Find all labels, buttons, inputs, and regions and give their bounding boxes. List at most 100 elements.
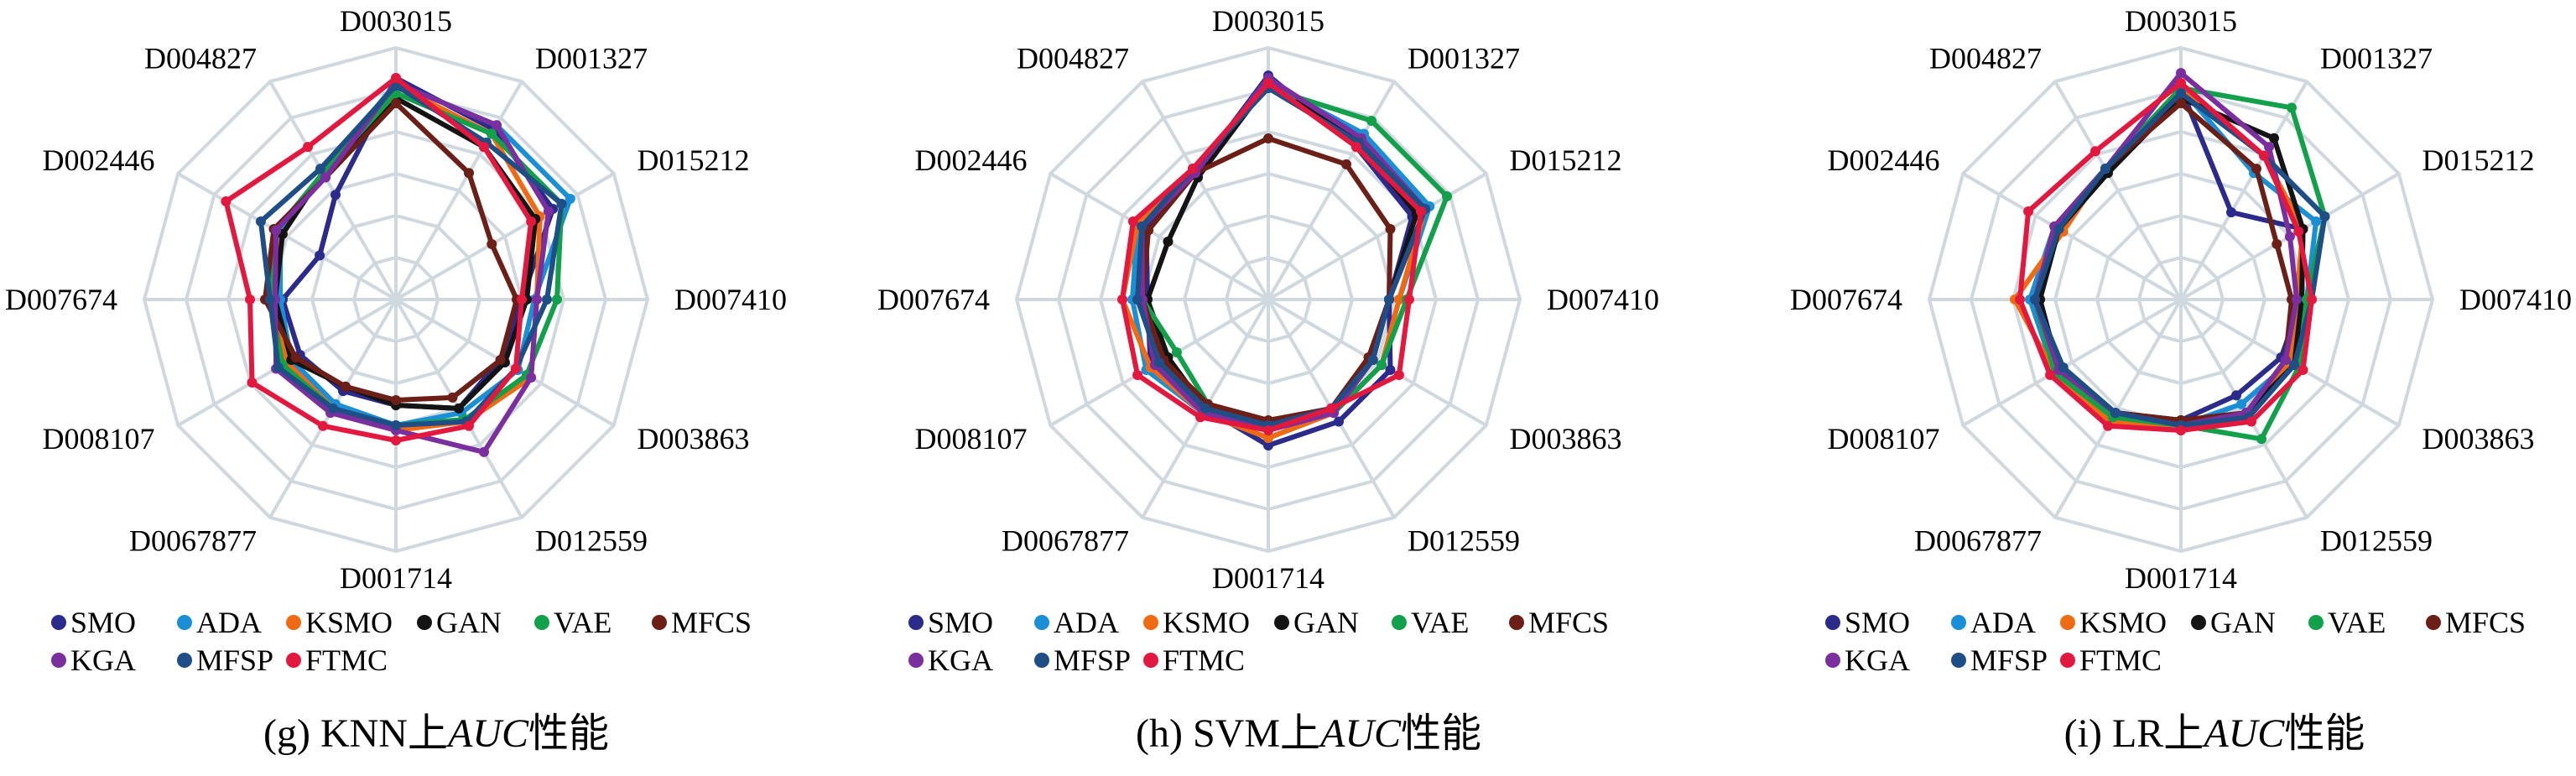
category-label: D004827 xyxy=(1017,42,1129,76)
category-label: D003015 xyxy=(1212,4,1324,38)
data-point-MFCS xyxy=(1385,224,1396,234)
data-point-FTMC xyxy=(1127,216,1138,227)
data-point-VAE xyxy=(487,128,497,139)
grid-spoke xyxy=(1049,172,1270,301)
data-point-FTMC xyxy=(2045,370,2056,380)
data-point-FTMC xyxy=(247,378,258,388)
data-point-FTMC xyxy=(1351,142,1361,153)
data-point-KGA xyxy=(271,225,282,236)
grid-spoke xyxy=(394,172,615,301)
data-point-FTMC xyxy=(1263,425,1273,435)
data-point-MFCS xyxy=(2176,98,2186,108)
caption-part: (i) LR上 xyxy=(2064,711,2204,756)
data-point-FTMC xyxy=(2293,227,2304,237)
data-point-FTMC xyxy=(2176,78,2186,88)
legend-label-KGA: KGA xyxy=(928,643,993,677)
data-point-MFSP xyxy=(2176,88,2186,98)
data-point-FTMC xyxy=(2015,294,2025,305)
data-point-FTMC xyxy=(1195,412,1205,423)
data-point-KGA xyxy=(320,172,330,183)
category-label: D008107 xyxy=(915,422,1028,456)
legend-marker-GAN xyxy=(417,615,432,630)
legend-marker-MFCS xyxy=(652,615,667,630)
legend-marker-VAE xyxy=(2308,615,2324,630)
data-point-FTMC xyxy=(1117,294,1127,305)
legend-label-FTMC: FTMC xyxy=(1163,643,1245,677)
data-point-MFSP xyxy=(265,294,275,305)
data-point-MFSP xyxy=(1367,355,1378,365)
data-point-FTMC xyxy=(1404,294,1414,305)
data-point-MFSP xyxy=(1384,294,1394,305)
data-point-GAN xyxy=(1163,237,1174,247)
category-label: D015212 xyxy=(1510,143,1622,177)
radar-chart-2: D003015 D001327 D015212 D007410 D003863 D0125… xyxy=(1790,4,2572,756)
data-point-MFCS xyxy=(391,395,401,405)
legend-label-MFSP: MFSP xyxy=(196,643,273,677)
data-point-MFCS xyxy=(487,239,497,249)
grid-spoke xyxy=(1267,298,1487,427)
data-point-FTMC xyxy=(479,142,489,153)
chart-caption: (i) LR上AUC性能 xyxy=(2064,711,2365,756)
data-point-FTMC xyxy=(510,363,521,374)
category-label: D012559 xyxy=(535,524,648,558)
grid-spoke xyxy=(2053,298,2183,518)
data-point-VAE xyxy=(2256,434,2266,445)
data-point-KGA xyxy=(543,206,554,216)
data-point-KGA xyxy=(492,120,502,131)
grid-spoke xyxy=(2179,298,2308,518)
legend-marker-SMO xyxy=(51,615,66,630)
series-line-KGA xyxy=(2032,70,2299,428)
data-point-MFSP xyxy=(1154,357,1165,367)
legend-marker-GAN xyxy=(1274,615,1289,630)
data-point-MFSP xyxy=(2030,294,2040,305)
grid-spoke xyxy=(177,172,398,301)
data-point-SMO xyxy=(2226,207,2236,218)
radar-chart-0: D003015 D001327 D015212 D007410 D003863 D0125… xyxy=(5,4,787,756)
data-point-SMO xyxy=(315,250,325,261)
data-point-MFSP xyxy=(2289,360,2300,370)
data-point-VAE xyxy=(1442,191,1452,201)
data-point-MFCS xyxy=(290,352,301,362)
legend-label-KSMO: KSMO xyxy=(1163,606,1250,639)
legend-marker-KGA xyxy=(51,653,66,668)
category-label: D001714 xyxy=(2125,561,2237,595)
data-point-MFSP xyxy=(1137,221,1147,232)
legend-marker-SMO xyxy=(1825,615,1840,630)
data-point-FTMC xyxy=(526,216,537,227)
data-point-FTMC xyxy=(464,420,474,431)
category-label: D003863 xyxy=(1510,422,1622,456)
data-point-MFSP xyxy=(328,403,338,414)
chart-caption: (g) KNN上AUC性能 xyxy=(263,711,609,756)
caption-part: 性能 xyxy=(528,711,609,756)
data-point-MFSP xyxy=(2053,224,2064,234)
data-point-MFSP xyxy=(255,216,266,227)
data-point-MFSP xyxy=(2319,211,2330,221)
category-label: D004827 xyxy=(1929,42,2042,76)
data-point-KSMO xyxy=(1394,294,1404,305)
data-point-GAN xyxy=(454,403,464,414)
legend-label-ADA: ADA xyxy=(1054,606,1119,639)
legend-marker-ADA xyxy=(177,615,192,630)
data-point-ADA xyxy=(565,194,575,204)
data-point-SMO xyxy=(1263,440,1273,450)
legend-label-GAN: GAN xyxy=(436,606,502,639)
data-point-MFCS xyxy=(1263,133,1273,143)
data-point-MFSP xyxy=(1200,403,1210,414)
category-label: D007410 xyxy=(2459,283,2572,316)
category-label: D003863 xyxy=(2422,422,2535,456)
category-label: D008107 xyxy=(43,422,155,456)
data-point-FTMC xyxy=(1393,370,1404,380)
category-label: D012559 xyxy=(2320,524,2433,558)
legend-marker-MFCS xyxy=(2426,615,2441,630)
grid-spoke xyxy=(1267,172,1487,301)
legend-marker-KSMO xyxy=(2060,615,2075,630)
data-point-GAN xyxy=(2269,133,2279,143)
data-point-FTMC xyxy=(1263,78,1273,88)
category-label: D002446 xyxy=(915,143,1028,177)
legend-label-MFCS: MFCS xyxy=(2445,606,2526,639)
data-point-MFSP xyxy=(542,294,552,305)
caption-part: AUC xyxy=(1318,711,1402,756)
legend-marker-SMO xyxy=(908,615,924,630)
legend-label-KSMO: KSMO xyxy=(305,606,393,639)
category-label: D015212 xyxy=(637,143,750,177)
